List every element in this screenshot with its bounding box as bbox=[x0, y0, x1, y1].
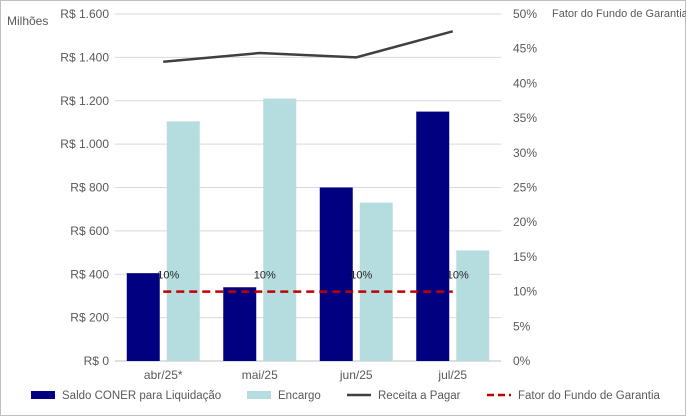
y-tick-label: R$ 1.400 bbox=[60, 50, 109, 64]
x-tick-label: mai/25 bbox=[242, 368, 278, 382]
legend-label: Encargo bbox=[278, 390, 321, 402]
bar-encargo bbox=[456, 250, 490, 361]
x-tick-label: jun/25 bbox=[339, 368, 373, 382]
y2-tick-label: 25% bbox=[513, 181, 537, 195]
bar-saldo-coner bbox=[416, 111, 450, 361]
data-label: 10% bbox=[254, 270, 276, 282]
y2-tick-label: 0% bbox=[513, 354, 531, 368]
y2-tick-label: 45% bbox=[513, 42, 537, 56]
bar-encargo bbox=[263, 98, 297, 362]
bar-saldo-coner bbox=[126, 273, 160, 361]
y-tick-label: R$ 1.600 bbox=[60, 7, 109, 21]
legend-label: Fator do Fundo de Garantia bbox=[518, 390, 661, 402]
y2-tick-label: 35% bbox=[513, 111, 537, 125]
y-tick-label: R$ 400 bbox=[70, 267, 109, 281]
y-tick-label: R$ 800 bbox=[70, 181, 109, 195]
x-tick-label: jul/25 bbox=[437, 368, 467, 382]
y2-axis-title: Fator do Fundo de Garantia bbox=[552, 8, 686, 20]
y2-tick-label: 15% bbox=[513, 250, 537, 264]
bar-encargo bbox=[359, 202, 393, 361]
y2-tick-label: 40% bbox=[513, 76, 537, 90]
legend-label: Saldo CONER para Liquidação bbox=[62, 390, 221, 402]
data-label: 10% bbox=[447, 270, 469, 282]
y-tick-label: R$ 200 bbox=[70, 311, 109, 325]
y2-tick-label: 50% bbox=[513, 7, 537, 21]
y-tick-label: R$ 1.000 bbox=[60, 137, 109, 151]
receita-a-pagar-line bbox=[163, 30, 454, 63]
y-axis-unit-label: Milhões bbox=[7, 14, 48, 28]
y-tick-label: R$ 0 bbox=[84, 354, 110, 368]
bar-saldo-coner bbox=[319, 187, 353, 361]
data-label: 10% bbox=[157, 270, 179, 282]
y2-tick-label: 10% bbox=[513, 285, 537, 299]
y-tick-label: R$ 600 bbox=[70, 224, 109, 238]
legend-swatch bbox=[31, 391, 55, 399]
bar-encargo bbox=[166, 121, 200, 362]
legend-swatch bbox=[247, 391, 271, 399]
bar-saldo-coner bbox=[223, 287, 257, 361]
data-label: 10% bbox=[350, 270, 372, 282]
y2-tick-label: 20% bbox=[513, 215, 537, 229]
y2-tick-label: 5% bbox=[513, 319, 531, 333]
y2-tick-label: 30% bbox=[513, 146, 537, 160]
x-tick-label: abr/25* bbox=[144, 368, 183, 382]
y-tick-label: R$ 1.200 bbox=[60, 94, 109, 108]
legend-label: Receita a Pagar bbox=[378, 390, 461, 402]
